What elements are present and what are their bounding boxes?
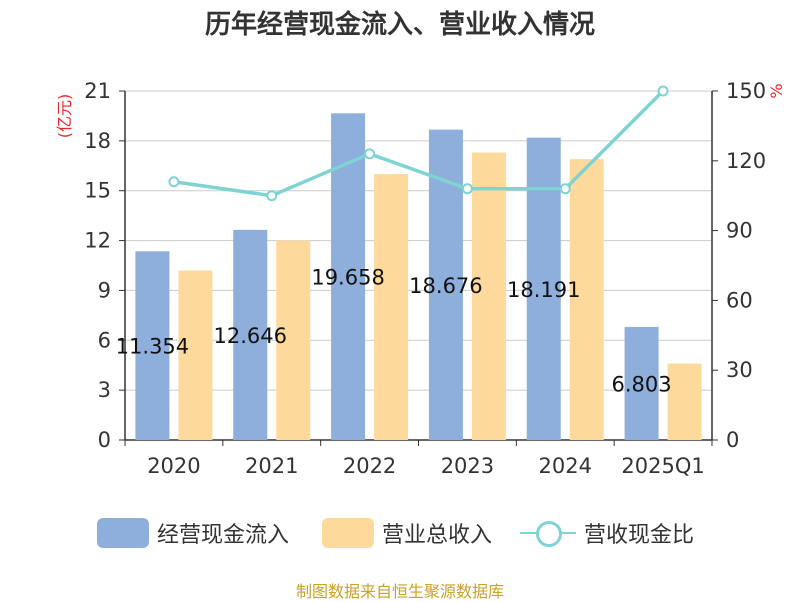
y-right-tick-label: 90 xyxy=(726,219,753,243)
x-tick-label: 2025Q1 xyxy=(621,454,704,478)
x-tick-label: 2023 xyxy=(441,454,494,478)
y-right-tick-label: 120 xyxy=(726,149,766,173)
y-right-tick-label: 30 xyxy=(726,358,753,382)
x-tick-label: 2021 xyxy=(245,454,298,478)
x-tick-label: 2024 xyxy=(539,454,592,478)
y-right-axis-unit: % xyxy=(767,83,786,98)
legend-label-operating-cash-inflow: 经营现金流入 xyxy=(157,523,290,548)
legend-label-total-revenue: 营业总收入 xyxy=(382,523,493,548)
line-revenue-cash-ratio xyxy=(173,89,665,198)
chart-title: 历年经营现金流入、营业收入情况 xyxy=(204,10,595,40)
legend-swatch-total-revenue xyxy=(322,518,374,548)
legend-item-total-revenue[interactable]: 营业总收入 xyxy=(322,516,492,550)
data-label-operating-cash-inflow: 18.676 xyxy=(409,274,482,298)
data-label-operating-cash-inflow: 11.354 xyxy=(116,335,189,359)
bar-total-revenue xyxy=(569,159,604,440)
y-right-tick-label: 0 xyxy=(726,428,739,452)
y-left-tick-label: 0 xyxy=(98,428,111,452)
bar-operating-cash-inflow xyxy=(233,229,268,440)
data-label-operating-cash-inflow: 6.803 xyxy=(612,372,672,396)
y-left-tick-label: 3 xyxy=(98,378,111,402)
legend-item-operating-cash-inflow[interactable]: 经营现金流入 xyxy=(97,516,289,550)
y-right-tick-label: 150 xyxy=(726,79,766,103)
bar-total-revenue xyxy=(374,174,409,440)
y-right-tick-label: 60 xyxy=(726,288,753,312)
x-tick-label: 2022 xyxy=(343,454,396,478)
point-revenue-cash-ratio xyxy=(559,183,571,195)
point-revenue-cash-ratio xyxy=(266,190,278,202)
data-label-operating-cash-inflow: 18.191 xyxy=(507,278,580,302)
y-left-tick-label: 21 xyxy=(84,79,111,103)
data-source-note: 制图数据来自恒生聚源数据库 xyxy=(295,582,504,601)
point-revenue-cash-ratio xyxy=(364,148,376,160)
y-left-tick-label: 12 xyxy=(84,229,111,253)
chart-legend: 经营现金流入 营业总收入 营收现金比 xyxy=(0,516,800,556)
bar-operating-cash-inflow xyxy=(135,251,170,440)
legend-swatch-operating-cash-inflow xyxy=(97,518,149,548)
legend-swatch-revenue-cash-ratio xyxy=(520,518,576,548)
y-left-tick-label: 18 xyxy=(84,129,111,153)
bar-operating-cash-inflow xyxy=(624,326,659,440)
bar-total-revenue xyxy=(471,152,506,440)
point-revenue-cash-ratio xyxy=(657,85,669,97)
y-left-axis-unit: (亿元) xyxy=(55,94,74,139)
bar-total-revenue xyxy=(276,240,311,440)
bar-total-revenue xyxy=(667,363,702,440)
legend-label-revenue-cash-ratio: 营收现金比 xyxy=(584,523,695,548)
bar-total-revenue xyxy=(178,270,213,440)
x-tick-label: 2020 xyxy=(147,454,200,478)
y-left-tick-label: 6 xyxy=(98,328,111,352)
data-label-operating-cash-inflow: 19.658 xyxy=(311,266,384,290)
data-label-operating-cash-inflow: 12.646 xyxy=(214,324,287,348)
y-left-tick-label: 15 xyxy=(84,179,111,203)
point-revenue-cash-ratio xyxy=(461,183,473,195)
legend-item-revenue-cash-ratio[interactable]: 营收现金比 xyxy=(520,516,694,550)
point-revenue-cash-ratio xyxy=(168,176,180,188)
y-left-tick-label: 9 xyxy=(98,278,111,302)
